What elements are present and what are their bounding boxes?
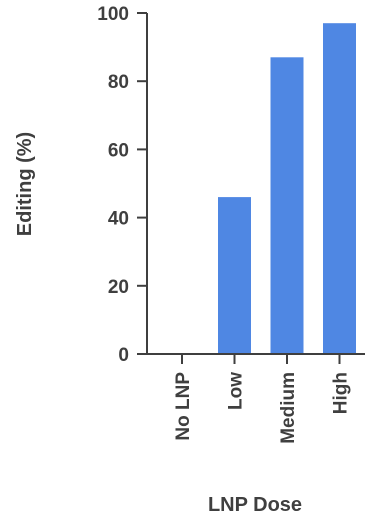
bars-layer (218, 23, 356, 355)
y-tick-label: 20 (108, 277, 129, 298)
x-tick-label: Medium (278, 372, 299, 444)
y-ticks-layer: 0 20 40 60 80 100 (97, 4, 147, 366)
y-axis-title: Editing (%) (14, 132, 36, 236)
bar-medium (270, 57, 304, 355)
x-axis-title: LNP Dose (208, 494, 302, 516)
x-tick-label: No LNP (173, 372, 194, 441)
y-tick-label: 0 (118, 345, 129, 366)
y-tick-label: 80 (108, 72, 129, 93)
bar-high (323, 23, 356, 354)
x-ticks-layer: No LNP Low Medium High (173, 354, 352, 444)
y-tick-label: 100 (97, 4, 129, 25)
x-tick-label: Low (226, 372, 247, 410)
y-tick-label: 60 (108, 140, 129, 161)
x-tick-label: High (331, 372, 352, 414)
bar-low (218, 197, 251, 354)
y-tick-label: 40 (108, 209, 129, 230)
